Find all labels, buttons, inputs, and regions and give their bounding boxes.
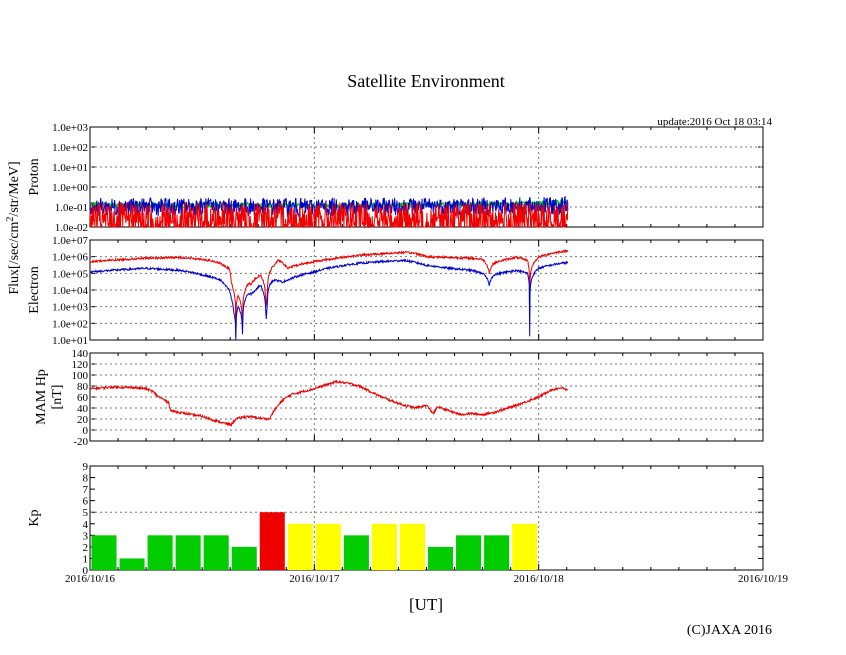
- kp-ytick-label: 8: [83, 473, 89, 485]
- mam-ytick-label: 40: [77, 403, 89, 415]
- proton-ytick-label: 1.0e+00: [52, 182, 88, 194]
- kp-bar: [399, 523, 425, 570]
- kp-bar: [147, 535, 173, 570]
- kp-bar: [287, 523, 313, 570]
- mam-ylabel: MAM Hp: [34, 369, 49, 425]
- kp-bar: [484, 535, 510, 570]
- proton-ytick-label: 1.0e-02: [55, 222, 88, 234]
- mam-ylabel-group: MAM Hp [nT]: [34, 369, 65, 425]
- chart-title: Satellite Environment: [347, 71, 504, 91]
- shared-flux-ylabel: Flux[/sec/cm2/str/MeV]: [5, 161, 22, 294]
- x-tick-label: 2016/10/18: [514, 573, 565, 585]
- proton-ytick-label: 1.0e-01: [55, 202, 88, 214]
- kp-bar: [119, 558, 145, 570]
- panels: 1.0e-021.0e-011.0e+001.0e+011.0e+021.0e+…: [27, 122, 789, 585]
- electron-ylabel-group: Electron: [27, 266, 42, 313]
- kp-bar: [231, 546, 257, 570]
- proton-ylabel: Proton: [27, 158, 42, 195]
- svg-text:Flux[/sec/cm2/str/MeV]: Flux[/sec/cm2/str/MeV]: [5, 161, 22, 294]
- kp-bar: [175, 535, 201, 570]
- electron-series-red: [89, 248, 569, 338]
- electron-ytick-label: 1.0e+07: [52, 235, 88, 247]
- kp-ytick-label: 1: [83, 553, 89, 565]
- mam-ytick-label: 100: [72, 370, 89, 382]
- kp-bar: [315, 523, 341, 570]
- x-tick-label: 2016/10/17: [289, 573, 340, 585]
- electron-ytick-label: 1.0e+02: [52, 318, 88, 330]
- kp-ytick-label: 7: [83, 484, 89, 496]
- kp-ytick-label: 4: [83, 519, 89, 531]
- proton-ytick-label: 1.0e+01: [52, 162, 88, 174]
- mam-series-red: [89, 379, 569, 427]
- electron-ytick-label: 1.0e+03: [52, 302, 88, 314]
- kp-ytick-label: 0: [83, 565, 89, 577]
- electron-series-blue: [89, 258, 569, 341]
- x-tick-label: 2016/10/19: [738, 573, 789, 585]
- kp-bar: [343, 535, 369, 570]
- electron-ytick-label: 1.0e+06: [52, 252, 88, 264]
- kp-bar: [259, 512, 285, 570]
- kp-ytick-label: 6: [83, 496, 89, 508]
- mam-ylabel-unit: [nT]: [50, 385, 65, 410]
- mam-ytick-label: -20: [73, 436, 88, 448]
- proton-ytick-label: 1.0e+03: [52, 122, 88, 134]
- kp-ylabel: Kp: [27, 509, 42, 526]
- proton-series-red: [89, 201, 569, 229]
- flux-ylabel-text: Flux[/sec/cm: [7, 221, 22, 294]
- electron-ytick-label: 1.0e+05: [52, 268, 88, 280]
- x-tick-label: 2016/10/16: [65, 573, 116, 585]
- panel-electron: 1.0e+01 1.0e+02 1.0e+03 1.0e+04 1.0e+05 1.0e+…: [27, 235, 764, 347]
- mam-ytick-label: 80: [77, 381, 89, 393]
- mam-ytick-label: 140: [72, 348, 89, 360]
- mam-ytick-label: 120: [72, 359, 89, 371]
- kp-bar: [371, 523, 397, 570]
- proton-ytick-label: 1.0e+02: [52, 142, 88, 154]
- kp-bar: [428, 546, 454, 570]
- kp-bar: [91, 535, 117, 570]
- x-axis-label: [UT]: [409, 595, 443, 614]
- proton-ylabel-group: Proton: [27, 158, 42, 195]
- kp-ytick-label: 9: [83, 461, 89, 473]
- kp-ytick-label: 5: [83, 507, 89, 519]
- panel-proton: 1.0e-02 1.0e-01 1.0e+00 1.0e+01 1.0e+02 1.0e+…: [27, 122, 764, 234]
- electron-ylabel: Electron: [27, 266, 42, 313]
- kp-bar: [512, 523, 538, 570]
- update-timestamp: update:2016 Oct 18 03:14: [657, 116, 772, 128]
- flux-ylabel-tail: /str/MeV]: [7, 161, 22, 216]
- kp-ytick-label: 3: [83, 530, 89, 542]
- flux-ylabel-superscript: 2: [5, 217, 16, 222]
- copyright: (C)JAXA 2016: [687, 623, 772, 638]
- mam-ytick-label: 0: [83, 425, 89, 437]
- kp-bar: [203, 535, 229, 570]
- electron-ytick-label: 1.0e+04: [52, 285, 88, 297]
- electron-ytick-label: 1.0e+01: [52, 335, 88, 347]
- kp-ylabel-group: Kp: [27, 509, 42, 526]
- kp-bar: [456, 535, 482, 570]
- mam-ytick-label: 20: [77, 414, 89, 426]
- kp-ytick-label: 2: [83, 542, 89, 554]
- mam-ytick-label: 60: [77, 392, 89, 404]
